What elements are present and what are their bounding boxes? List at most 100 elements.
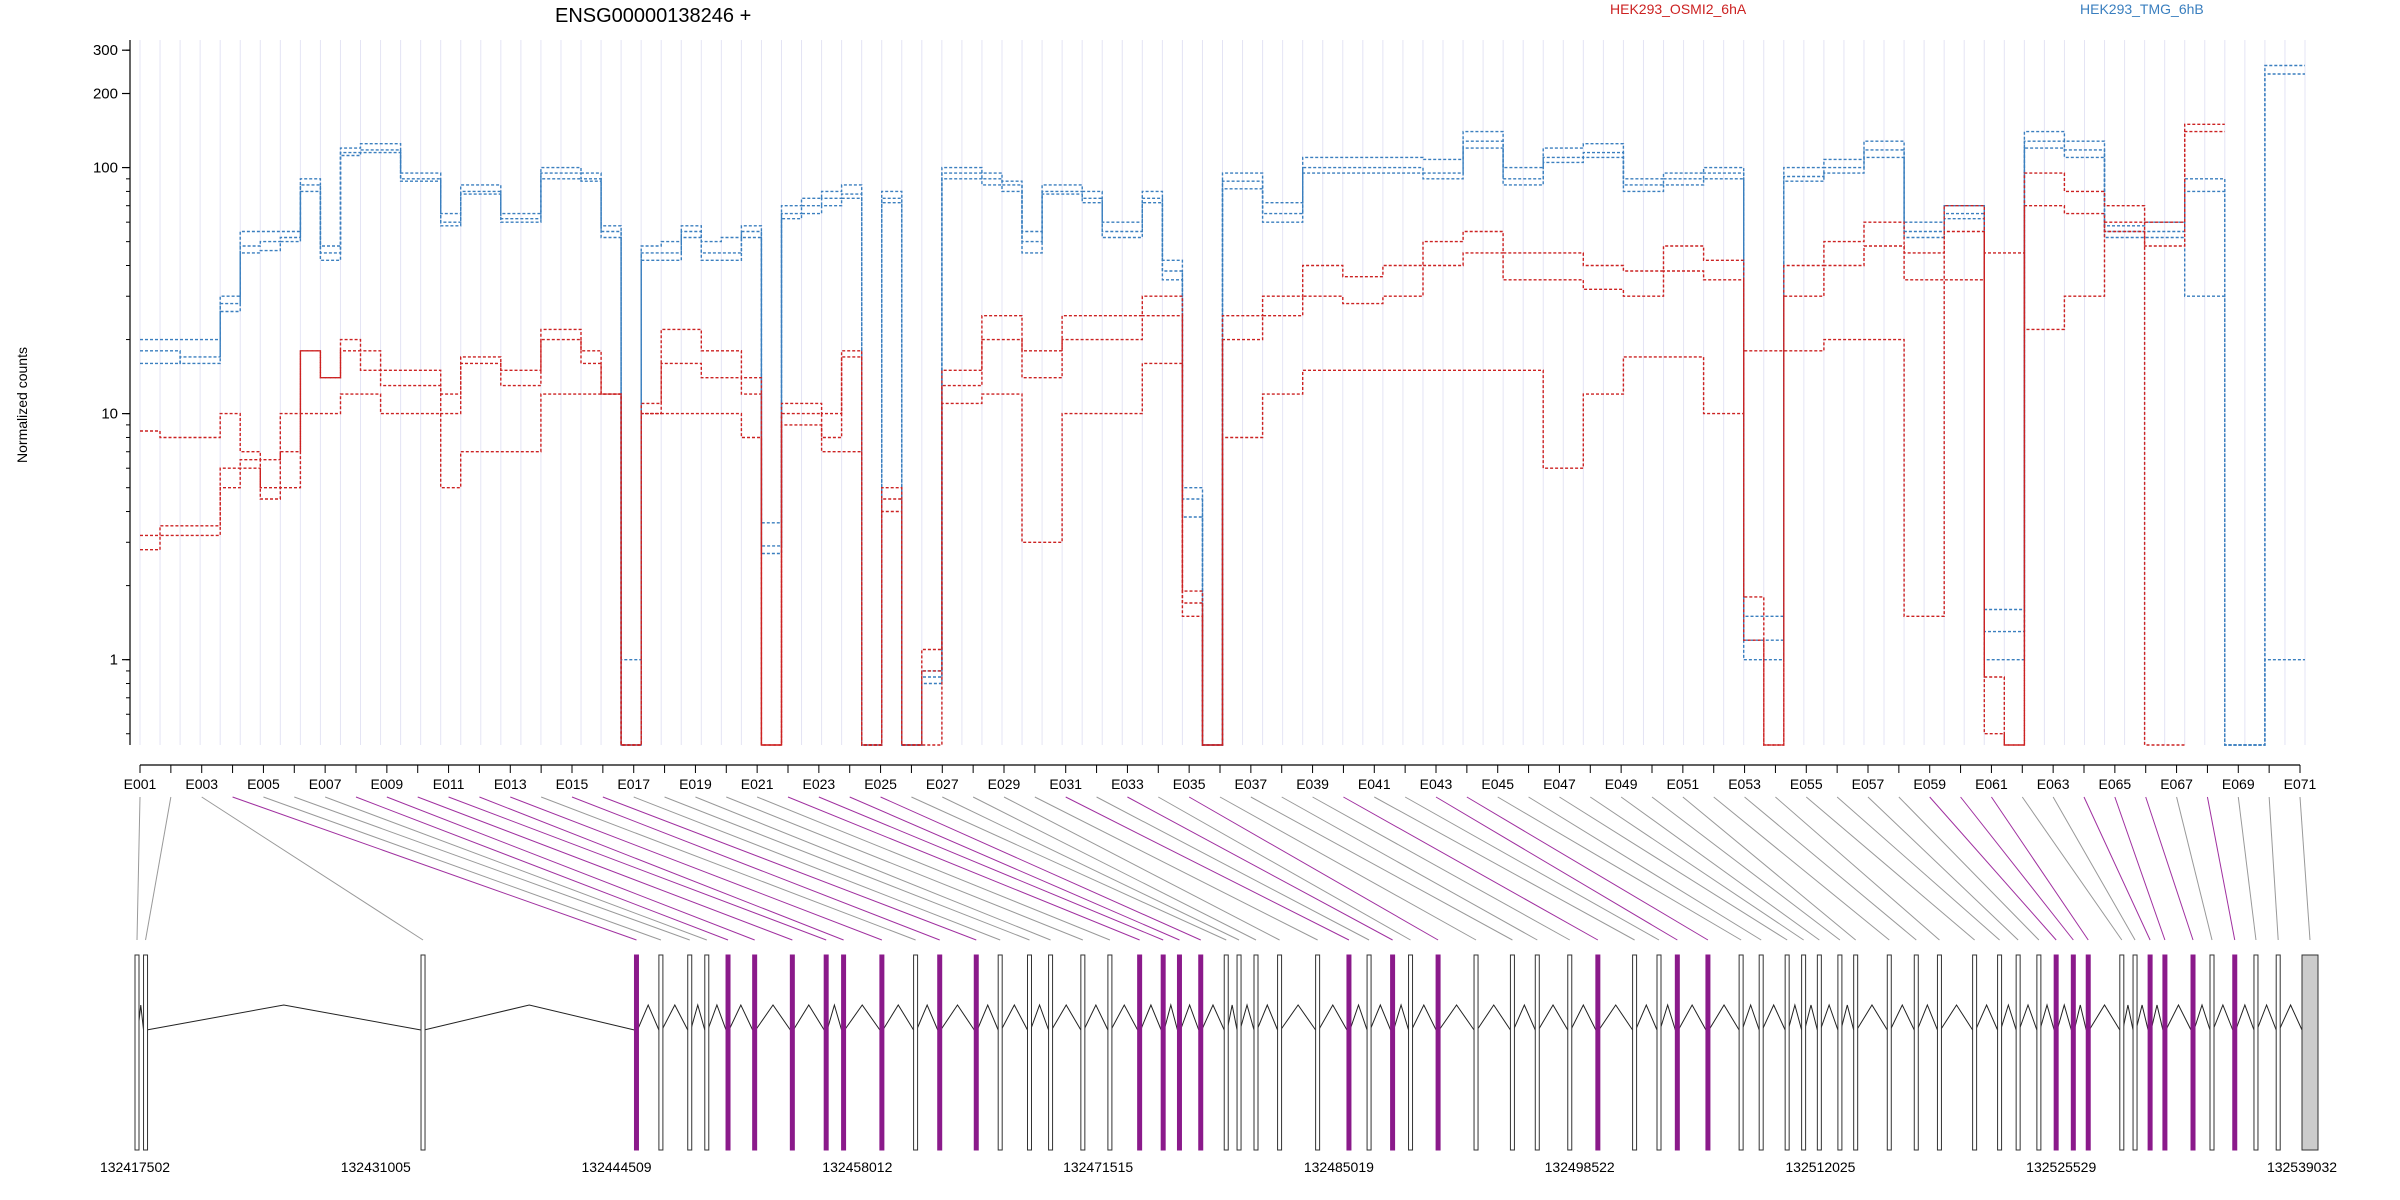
exon-box [1509, 954, 1515, 1151]
exon-connector [1528, 796, 1762, 941]
intron-line [1708, 1004, 1740, 1031]
exon-box [1277, 954, 1283, 1151]
intron-line [1280, 1004, 1317, 1031]
intron-line [1512, 1003, 1536, 1031]
exon-box [2085, 954, 2091, 1151]
exon-connector [1559, 796, 1788, 941]
exon-connector [136, 796, 141, 941]
intron-line [661, 1003, 689, 1031]
exon-connector [417, 796, 793, 941]
exon-box [1026, 954, 1032, 1151]
exon-connector [1960, 796, 2074, 941]
intron-line [637, 1003, 660, 1031]
exon-box [1853, 954, 1859, 1151]
exon-connector [1312, 796, 1571, 941]
exon-connector [787, 796, 1140, 941]
exon-connector [1775, 796, 1940, 941]
exon-connector [510, 796, 883, 941]
exon-connector [1188, 796, 1439, 941]
intron-line [1140, 1003, 1162, 1031]
chart-header: ENSG00000138246 + HEK293_OSMI2_6hA HEK29… [555, 1, 2204, 27]
genomic-coordinate-label: 132498522 [1545, 1159, 1615, 1175]
y-axis: 1 10 100 200 300 [93, 40, 131, 745]
exon-connector [540, 796, 916, 941]
exon-box [1534, 954, 1540, 1151]
exon-box [1198, 954, 1204, 1151]
intron-line [1856, 1004, 1888, 1031]
exon-box [997, 954, 1003, 1151]
intron-line [1635, 1003, 1658, 1031]
exon-box [1997, 954, 2003, 1151]
exon-connector [1158, 796, 1411, 941]
exon-connector [1991, 796, 2089, 941]
y-tick-label: 100 [93, 160, 118, 177]
exon-box [937, 954, 943, 1151]
exon-connector [1374, 796, 1635, 941]
exon-box [2232, 954, 2238, 1151]
exon-box [1816, 954, 1822, 1151]
exon-connector [1065, 796, 1350, 941]
exon-axis: E001 E003 E005 E007 E009 E011 E013 E015 E017 E019… [124, 764, 2317, 792]
exon-box [1408, 954, 1414, 1151]
intron-line [1677, 1003, 1707, 1031]
exon-connector [695, 796, 1051, 941]
intron-line [792, 1004, 825, 1031]
exon-box [1160, 954, 1166, 1151]
intron-line [844, 1004, 881, 1031]
intron-line [690, 1003, 706, 1031]
exon-box [2209, 954, 2215, 1151]
intron-line [1411, 1003, 1437, 1031]
intron-line [976, 1003, 999, 1031]
intron-line [146, 1004, 422, 1031]
genomic-coordinate-label: 132458012 [822, 1159, 892, 1175]
intron-line [1438, 1004, 1475, 1031]
exon-label: E005 [247, 776, 280, 792]
exon-connector [1929, 796, 2057, 941]
exon-connector [232, 796, 637, 941]
exon-box [2275, 954, 2281, 1151]
exon-label: E031 [1049, 776, 1082, 792]
exon-box [1632, 954, 1638, 1151]
exon-box [658, 954, 664, 1151]
exon-box [1223, 954, 1229, 1151]
exon-label: E033 [1111, 776, 1144, 792]
exon-label: E019 [679, 776, 712, 792]
exon-box [687, 954, 693, 1151]
intron-line [2256, 1003, 2277, 1031]
intron-line [1110, 1003, 1139, 1031]
exon-connector [1404, 796, 1660, 941]
exon-connector [1744, 796, 1917, 941]
exon-connector [2021, 796, 2123, 941]
exon-connector [571, 796, 940, 941]
intron-line [728, 1003, 754, 1031]
exon-box [2147, 954, 2153, 1151]
intron-line [1226, 1004, 1238, 1031]
legend-label-tmg: HEK293_TMG_6hB [2080, 1, 2204, 17]
exon-label: E037 [1235, 776, 1268, 792]
exon-connector [1250, 796, 1513, 941]
exon-connector [2299, 796, 2311, 941]
exon-box [1080, 954, 1086, 1151]
exon-box [633, 954, 639, 1151]
intron-line [1840, 1004, 1855, 1031]
series-line-hek293_osmi2_6ha [140, 123, 2225, 746]
exon-connector [448, 796, 827, 941]
exon-box [752, 954, 758, 1151]
exon-label: E053 [1728, 776, 1761, 792]
exon-connector [972, 796, 1257, 941]
exon-label: E065 [2099, 776, 2132, 792]
exon-box [1315, 954, 1321, 1151]
intron-line [1239, 1003, 1255, 1031]
genomic-axis: 132417502 132431005 132444509 132458012 1324… [100, 1159, 2337, 1175]
series-line-hek293_tmg_6hb [140, 147, 2305, 746]
exon-connector [355, 796, 729, 941]
chart-title: ENSG00000138246 + [555, 5, 751, 27]
exon-box [143, 954, 149, 1151]
exon-label: E009 [371, 776, 404, 792]
series-line-hek293_tmg_6hb [140, 73, 2305, 746]
intron-line [2150, 1004, 2164, 1031]
exon-box [2132, 954, 2138, 1151]
exon-connector [1497, 796, 1742, 941]
genomic-coordinate-label: 132485019 [1304, 1159, 1374, 1175]
intron-line [2088, 1004, 2121, 1031]
